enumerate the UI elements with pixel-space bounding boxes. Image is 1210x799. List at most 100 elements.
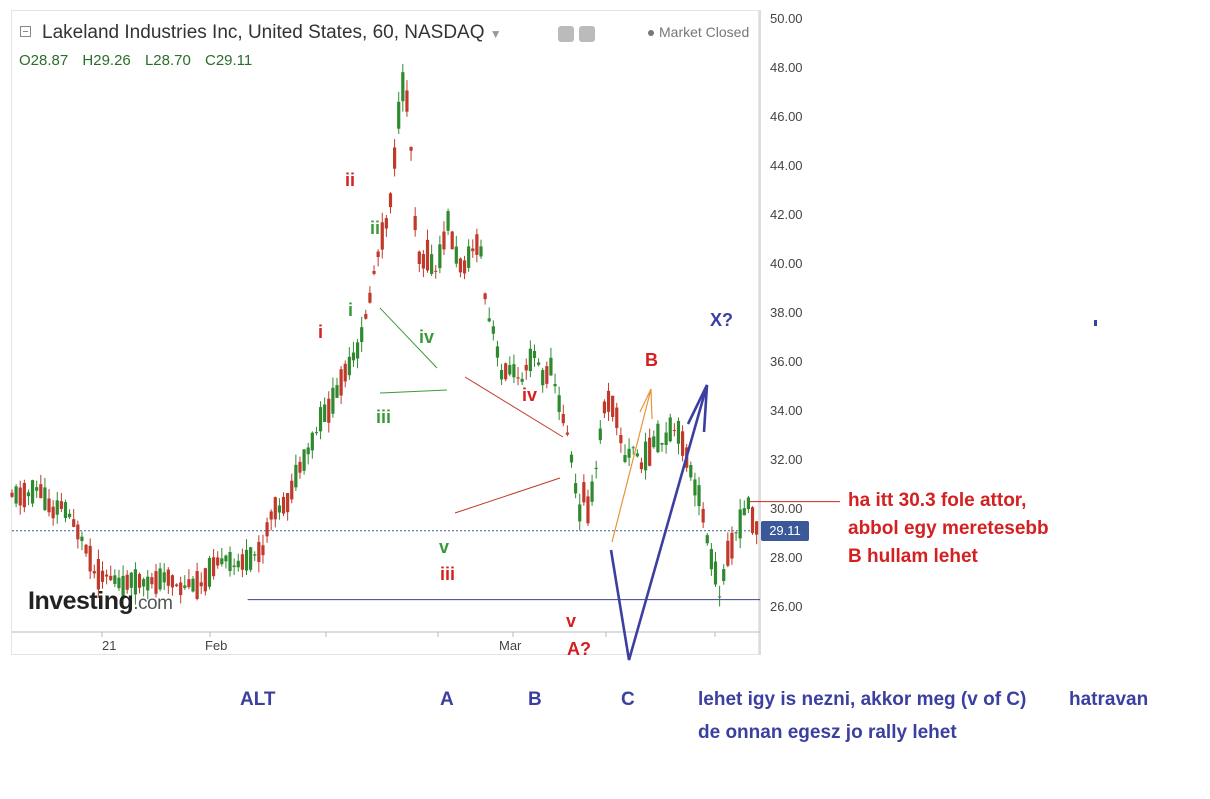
y-tick: 42.00: [770, 207, 803, 222]
candle-body: [216, 557, 220, 566]
note-line: B hullam lehet: [848, 546, 978, 567]
candle-body: [166, 569, 170, 586]
candle-body: [746, 497, 751, 510]
candle-body: [170, 575, 175, 588]
candle-body: [660, 443, 664, 445]
candle-body: [442, 231, 446, 250]
candle-body: [137, 574, 142, 588]
candle-body: [413, 216, 417, 231]
candle-body: [565, 432, 569, 435]
note-line: abbol egy meretesebb: [848, 518, 1049, 539]
candle-body: [639, 462, 644, 470]
candle-body: [561, 414, 565, 424]
status-dot-icon: [648, 30, 654, 37]
candle-body: [557, 395, 561, 413]
candle-body: [191, 578, 195, 592]
candle-body: [310, 432, 314, 451]
candle-body: [249, 547, 253, 570]
candle-body: [277, 505, 282, 513]
candle-body: [146, 576, 150, 591]
candle-body: [467, 246, 471, 268]
chevron-down-icon[interactable]: ▼: [489, 27, 502, 41]
candle-body: [269, 511, 273, 520]
y-tick: 44.00: [770, 158, 803, 173]
candle-body: [179, 582, 183, 596]
candle-body: [668, 417, 672, 442]
collapse-icon[interactable]: [20, 26, 31, 37]
y-tick: 36.00: [770, 354, 803, 369]
logo-main: Investing: [28, 587, 134, 615]
candle-body: [117, 577, 121, 589]
gear-icon[interactable]: [579, 26, 595, 42]
candle-body: [236, 560, 240, 568]
candle-body: [397, 101, 401, 129]
bottom-line2: de onnan egesz jo rally lehet: [698, 722, 957, 743]
wave-label: i: [318, 322, 324, 342]
candle-body: [327, 398, 331, 423]
ohlc-open: O28.87: [19, 52, 69, 69]
candle-body: [701, 508, 705, 523]
candle-body: [643, 441, 648, 471]
candle-body: [253, 554, 257, 556]
candle-body: [142, 579, 146, 587]
candle-body: [343, 363, 347, 382]
candle-body: [586, 496, 590, 524]
candle-body: [709, 549, 713, 570]
candle-body: [602, 401, 607, 414]
candle-body: [495, 346, 500, 358]
eye-icon[interactable]: [558, 26, 574, 42]
candle-body: [39, 484, 43, 499]
candle-body: [72, 519, 76, 527]
candle-body: [372, 270, 376, 274]
triangle-line-green: [379, 389, 448, 394]
investing-logo: Investing.com: [28, 587, 173, 616]
candle-body: [504, 363, 508, 380]
y-tick: 28.00: [770, 550, 803, 565]
candle-body: [318, 407, 323, 432]
candle-body: [648, 437, 652, 466]
candle-body: [302, 449, 306, 471]
logo-suffix: .com: [133, 593, 173, 614]
candle-body: [409, 146, 413, 151]
bottom-c: C: [621, 689, 635, 710]
candle-body: [261, 545, 265, 556]
x-tick: 21: [102, 638, 117, 653]
candle-body: [207, 558, 212, 587]
ohlc-close: C29.11: [205, 52, 253, 69]
last-price-tag: 29.11: [761, 521, 809, 541]
candle-body: [384, 218, 388, 229]
candle-body: [434, 270, 438, 272]
blue-dot-mark: [1094, 320, 1097, 326]
wave-label: ii: [370, 218, 381, 238]
arrow-head: [686, 384, 709, 433]
y-tick: 46.00: [770, 109, 803, 124]
wave-label: X?: [710, 310, 734, 330]
bottom-alt: ALT: [240, 689, 276, 710]
candle-body: [18, 487, 22, 506]
candle-body: [183, 585, 187, 588]
wave-label: iii: [440, 564, 456, 584]
candle-body: [483, 293, 487, 300]
candle-body: [611, 395, 615, 417]
candle-body: [619, 434, 623, 444]
candle-body: [187, 579, 191, 588]
candle-body: [722, 569, 726, 581]
candle-body: [364, 313, 368, 319]
candle-body: [734, 532, 738, 534]
candle-body: [672, 430, 676, 432]
candle-body: [351, 352, 356, 361]
candle-body: [545, 366, 549, 384]
candle-body: [335, 385, 339, 398]
bottom-a: A: [440, 689, 454, 710]
wave-label: ii: [345, 170, 356, 190]
candle-body: [63, 502, 68, 518]
candle-body: [211, 557, 216, 577]
x-tick: Mar: [499, 638, 522, 653]
y-tick: 40.00: [770, 256, 803, 271]
candle-body: [425, 239, 430, 271]
wave-label: B: [645, 350, 658, 370]
candle-body: [606, 390, 611, 412]
candle-body: [314, 432, 319, 434]
candle-body: [59, 501, 63, 509]
